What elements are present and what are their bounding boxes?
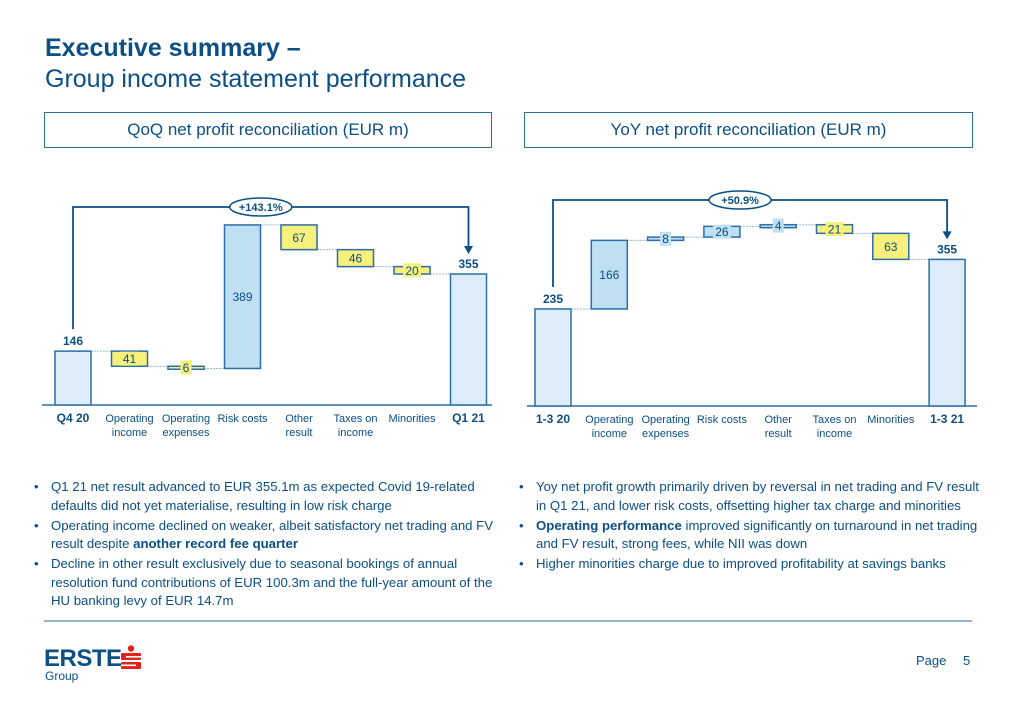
category-label: Minorities [388, 413, 436, 425]
bullet-emphasis: another record fee quarter [133, 536, 298, 551]
yoy-panel-title: YoY net profit reconciliation (EUR m) [524, 112, 973, 148]
category-label: Taxes on [333, 413, 377, 425]
category-label: Operating [105, 413, 153, 425]
category-label: expenses [642, 428, 690, 440]
erste-logo: ERSTE Group [44, 645, 141, 683]
data-label: 4 [775, 219, 782, 233]
bullet-text: Higher minorities charge due to improved… [536, 556, 946, 571]
bullet-item: Higher minorities charge due to improved… [516, 555, 986, 574]
bar-minorities [872, 232, 910, 261]
category-label: 1-3 20 [536, 412, 570, 426]
bullet-emphasis: Operating performance [536, 517, 682, 533]
data-label: 21 [828, 223, 842, 237]
qoq-waterfall-chart: 146 Q4 20 41 Operating income 6 Operating expen… [42, 197, 492, 439]
data-label-bg [120, 351, 139, 366]
bullet-text: Q1 21 net result advanced to EUR 355.1m … [51, 479, 475, 513]
page-label: Page [916, 653, 947, 668]
logo-text: ERSTE [44, 645, 122, 672]
data-label: 166 [599, 268, 619, 282]
category-label: Operating [585, 414, 633, 426]
category-label: Risk costs [697, 414, 748, 426]
page-title: Executive summary – [45, 34, 301, 62]
page-number: 5 [963, 653, 971, 668]
data-label: 355 [937, 242, 957, 256]
data-label-bg [403, 263, 421, 278]
bullet-item: Operating performance improved significa… [516, 517, 986, 554]
category-label: result [286, 427, 313, 439]
bar-1-3-20 [534, 308, 572, 407]
sparkasse-s-icon [120, 645, 142, 676]
category-label: result [765, 428, 792, 440]
bar-risk-costs [223, 224, 262, 370]
category-label: Risk costs [217, 413, 268, 425]
footer-divider [44, 620, 972, 622]
qoq-panel-title: QoQ net profit reconciliation (EUR m) [44, 112, 492, 148]
change-badge [229, 197, 293, 217]
category-label: income [592, 428, 627, 440]
data-label-bg [825, 222, 844, 237]
data-label: 67 [292, 231, 306, 245]
yoy-bullet-list: Yoy net profit growth primarily driven b… [516, 478, 986, 575]
data-label: 41 [123, 352, 137, 366]
data-label-bg [712, 224, 731, 239]
category-label: income [817, 428, 852, 440]
bullet-text: improved significantly on turnaround in … [536, 517, 978, 552]
category-label: Minorities [867, 414, 915, 426]
data-label-bg [660, 231, 672, 246]
data-label: 8 [662, 232, 669, 246]
category-label: Taxes on [812, 414, 856, 426]
bullet-text: Operating income declined on weaker, alb… [51, 517, 494, 552]
bullet-text: Yoy net profit growth primarily driven b… [536, 479, 979, 513]
yoy-waterfall-chart: 235 1-3 20 166 Operating income 8 Operating exp… [527, 190, 977, 440]
data-label: 46 [349, 252, 363, 266]
data-label-bg [180, 360, 192, 375]
arrow-down-icon [464, 246, 473, 255]
logo-subtext: Group [45, 669, 79, 683]
change-label: +143.1% [239, 202, 283, 214]
qoq-bullet-list: Q1 21 net result advanced to EUR 355.1m … [31, 478, 501, 612]
category-label: expenses [162, 427, 210, 439]
page-subtitle: Group income statement performance [45, 65, 467, 93]
data-label: 355 [458, 257, 478, 271]
bar-q4-20 [54, 350, 92, 406]
bar-q1-21 [449, 273, 488, 406]
arrow-down-icon [942, 231, 952, 240]
data-label: 20 [405, 264, 419, 278]
data-label: 6 [183, 361, 190, 375]
category-label: Operating [641, 414, 689, 426]
bar-other-result [280, 224, 318, 251]
category-label: Q4 20 [57, 411, 90, 425]
data-label: 146 [63, 334, 83, 348]
bar-taxes-on-income [336, 248, 375, 268]
bullet-text: Decline in other result exclusively due … [51, 556, 493, 608]
data-label: 389 [232, 290, 252, 304]
bar-1-3-21 [928, 258, 966, 407]
category-label: 1-3 21 [930, 412, 964, 426]
bullet-item: Q1 21 net result advanced to EUR 355.1m … [31, 478, 501, 515]
bullet-item: Decline in other result exclusively due … [31, 555, 501, 611]
data-label: 235 [543, 292, 563, 306]
bar-operating-income [590, 239, 629, 310]
category-label: income [112, 427, 147, 439]
data-label: 63 [884, 240, 898, 254]
change-badge [708, 190, 772, 210]
bullet-item: Yoy net profit growth primarily driven b… [516, 478, 986, 515]
bullet-item: Operating income declined on weaker, alb… [31, 517, 501, 554]
category-label: Operating [162, 413, 210, 425]
data-label: 26 [715, 225, 729, 239]
category-label: income [338, 427, 373, 439]
category-label: Other [285, 413, 313, 425]
data-label-bg [772, 218, 784, 233]
category-label: Q1 21 [452, 411, 485, 425]
change-label: +50.9% [721, 195, 759, 207]
category-label: Other [764, 414, 792, 426]
